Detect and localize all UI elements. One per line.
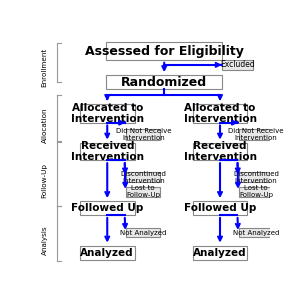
- Text: Enrollment: Enrollment: [41, 48, 47, 87]
- Text: Received
Intervention: Received Intervention: [71, 141, 144, 162]
- Text: Followed Up: Followed Up: [71, 203, 143, 213]
- Text: Did Not Receive
Intervention: Did Not Receive Intervention: [116, 128, 171, 141]
- Text: Allocated to
Intervention: Allocated to Intervention: [71, 103, 144, 124]
- FancyBboxPatch shape: [80, 201, 135, 215]
- Text: Analyzed: Analyzed: [80, 248, 134, 258]
- Text: Discontinued
Intervention: Discontinued Intervention: [120, 171, 166, 184]
- Text: Excluded: Excluded: [220, 60, 255, 69]
- FancyBboxPatch shape: [239, 187, 273, 197]
- Text: Assessed for Eligibility: Assessed for Eligibility: [85, 44, 244, 58]
- Text: Analyzed: Analyzed: [193, 248, 247, 258]
- FancyBboxPatch shape: [193, 201, 247, 215]
- Text: Allocated to
Intervention: Allocated to Intervention: [184, 103, 256, 124]
- Text: Followed Up: Followed Up: [184, 203, 256, 213]
- FancyBboxPatch shape: [239, 129, 273, 140]
- FancyBboxPatch shape: [80, 246, 135, 260]
- FancyBboxPatch shape: [126, 228, 160, 237]
- FancyBboxPatch shape: [106, 75, 222, 89]
- FancyBboxPatch shape: [222, 60, 253, 70]
- Text: Analysis: Analysis: [41, 226, 47, 255]
- Text: Follow-Up: Follow-Up: [41, 163, 47, 198]
- FancyBboxPatch shape: [126, 172, 160, 182]
- FancyBboxPatch shape: [239, 172, 273, 182]
- FancyBboxPatch shape: [126, 129, 160, 140]
- Text: Not Analyzed: Not Analyzed: [120, 230, 166, 236]
- Text: Discontinued
Intervention: Discontinued Intervention: [233, 171, 279, 184]
- FancyBboxPatch shape: [106, 42, 222, 60]
- Text: Allocation: Allocation: [41, 107, 47, 143]
- FancyBboxPatch shape: [80, 104, 135, 123]
- FancyBboxPatch shape: [126, 187, 160, 197]
- Text: Did Not Receive
Intervention: Did Not Receive Intervention: [228, 128, 284, 141]
- FancyBboxPatch shape: [193, 246, 247, 260]
- FancyBboxPatch shape: [80, 143, 135, 160]
- FancyBboxPatch shape: [193, 104, 247, 123]
- Text: Received
Intervention: Received Intervention: [184, 141, 256, 162]
- FancyBboxPatch shape: [193, 143, 247, 160]
- Text: Not Analyzed: Not Analyzed: [233, 230, 279, 236]
- Text: Randomized: Randomized: [121, 76, 207, 89]
- Text: Lost to
Follow-Up: Lost to Follow-Up: [239, 185, 273, 198]
- Text: Lost to
Follow-Up: Lost to Follow-Up: [126, 185, 160, 198]
- FancyBboxPatch shape: [239, 228, 273, 237]
